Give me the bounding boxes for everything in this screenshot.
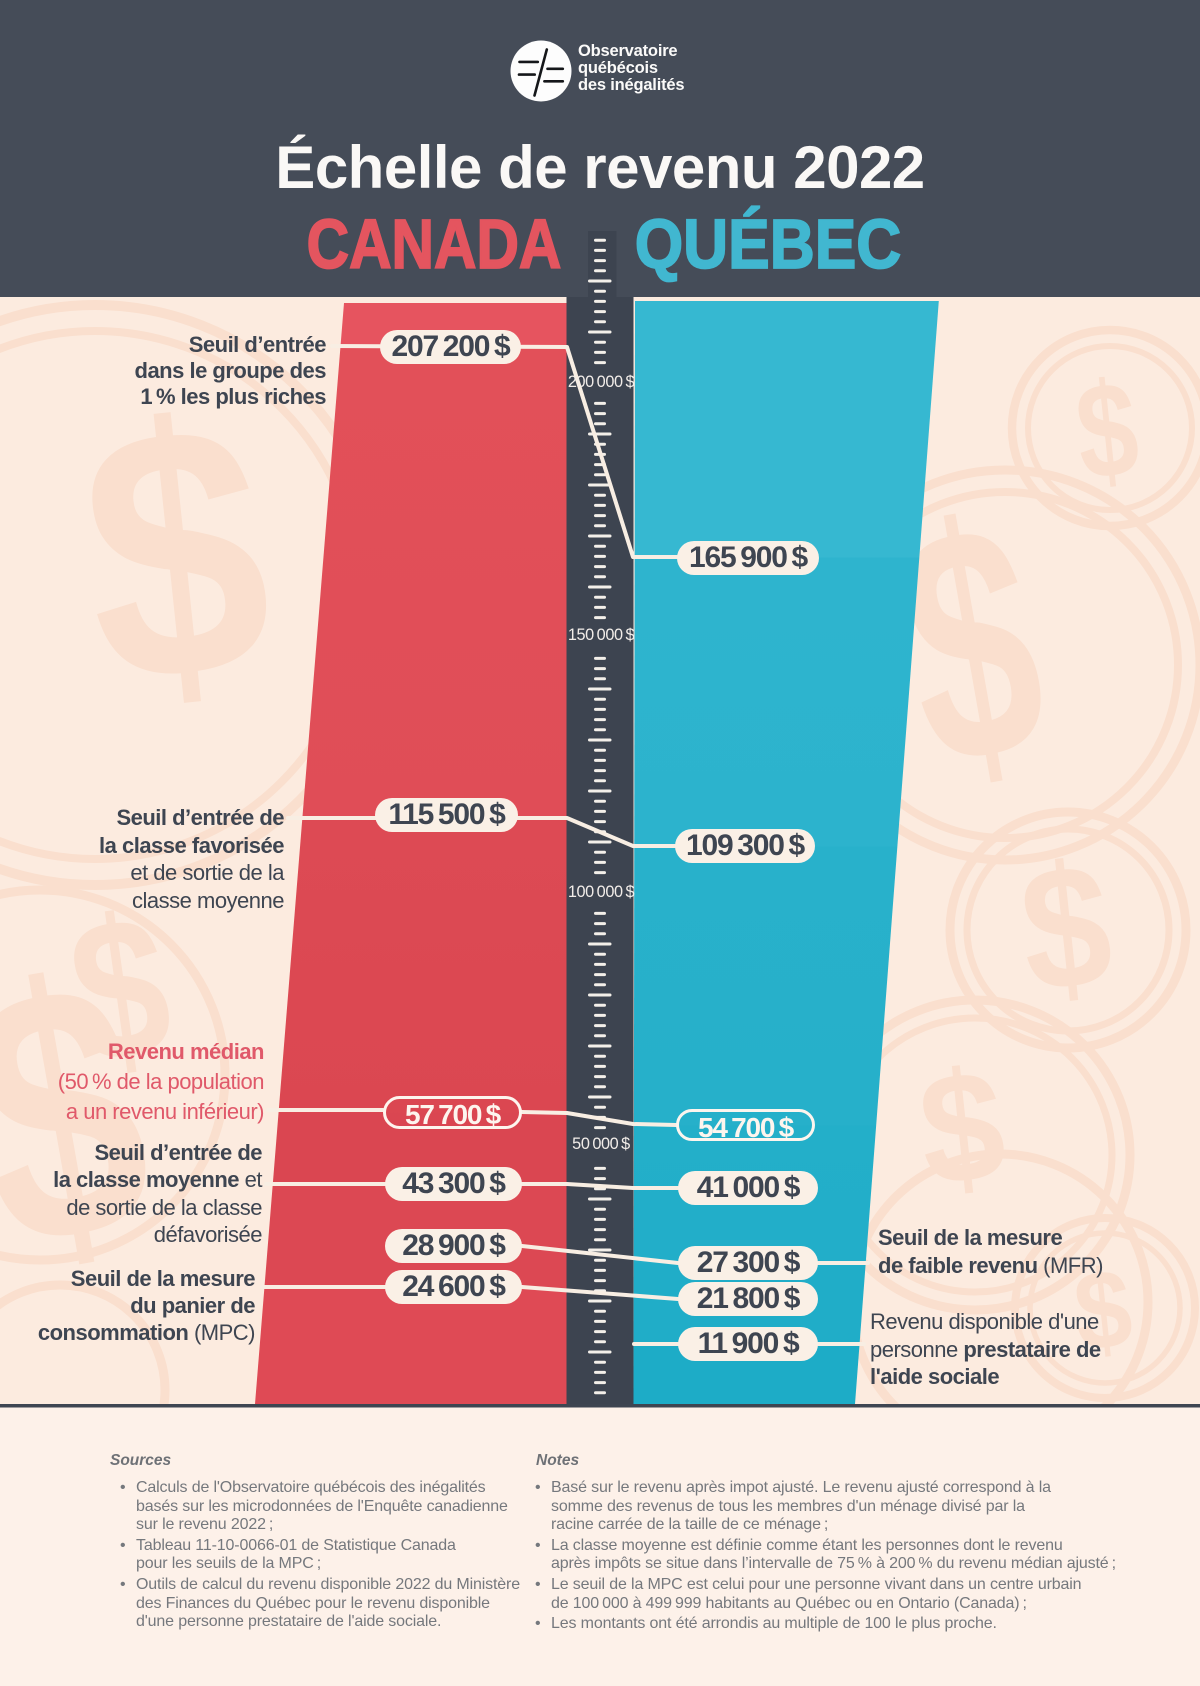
svg-text:$: $ [1012, 826, 1120, 1030]
svg-text:$: $ [1069, 1245, 1138, 1375]
svg-text:$: $ [912, 1036, 1013, 1219]
svg-text:$: $ [67, 346, 286, 761]
